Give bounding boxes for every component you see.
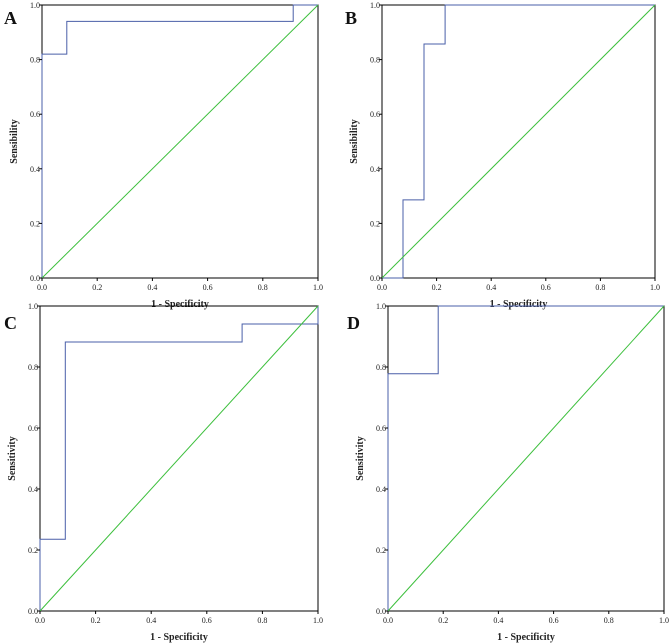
panel-label: D <box>347 313 360 333</box>
x-tick-label: 0.2 <box>92 283 102 292</box>
y-tick-label: 0.4 <box>28 485 38 494</box>
x-tick-label: 0.4 <box>486 283 496 292</box>
x-axis-label: 1 - Specificity <box>151 299 209 310</box>
y-tick-label: 0.2 <box>30 219 40 228</box>
y-tick-label: 0.8 <box>30 56 40 65</box>
panel-label: C <box>4 313 17 333</box>
x-tick-label: 1.0 <box>313 616 323 625</box>
x-tick-label: 0.2 <box>432 283 442 292</box>
y-axis-label: Sensibility <box>9 119 20 163</box>
x-tick-label: 1.0 <box>659 616 669 625</box>
x-tick-label: 0.8 <box>258 283 268 292</box>
roc-panel-c: 0.0 0.2 0.4 0.6 0.8 1.0 0.0 0.2 0.4 0.6 0.8 1.0 1 - … <box>4 302 323 643</box>
x-tick-label: 0.6 <box>202 616 212 625</box>
panel-label: B <box>345 8 357 28</box>
x-tick-label: 1.0 <box>650 283 660 292</box>
x-tick-label: 0.2 <box>438 616 448 625</box>
x-tick-label: 0.6 <box>203 283 213 292</box>
y-tick-label: 0.0 <box>30 274 40 283</box>
x-tick-label: 0.6 <box>549 616 559 625</box>
y-tick-label: 0.4 <box>376 485 386 494</box>
roc-panel-d: 0.0 0.2 0.4 0.6 0.8 1.0 0.0 0.2 0.4 0.6 0.8 1.0 1 - … <box>347 302 669 643</box>
x-tick-label: 0.0 <box>383 616 393 625</box>
y-tick-label: 0.4 <box>30 165 40 174</box>
roc-panel-b: 0.0 0.2 0.4 0.6 0.8 1.0 0.0 0.2 0.4 0.6 0.8 1.0 1 - … <box>345 1 660 310</box>
y-tick-label: 0.6 <box>30 110 40 119</box>
x-tick-label: 0.0 <box>35 616 45 625</box>
x-tick-label: 0.8 <box>604 616 614 625</box>
reference-diagonal-line <box>387 305 665 612</box>
roc-curve-line <box>387 305 664 611</box>
x-tick-label: 0.0 <box>37 283 47 292</box>
y-tick-label: 0.2 <box>28 546 38 555</box>
reference-diagonal-line <box>41 4 319 279</box>
x-tick-label: 0.4 <box>146 616 156 625</box>
x-axis-label: 1 - Specificity <box>490 299 548 310</box>
y-tick-label: 0.4 <box>370 165 380 174</box>
y-tick-label: 1.0 <box>30 1 40 10</box>
y-tick-label: 1.0 <box>28 302 38 311</box>
y-tick-label: 0.8 <box>376 363 386 372</box>
y-axis-label: Sensitivity <box>355 436 366 480</box>
roc-curve-line <box>382 4 655 279</box>
y-tick-label: 0.0 <box>370 274 380 283</box>
roc-curve-line <box>41 4 318 278</box>
y-tick-label: 0.6 <box>370 110 380 119</box>
y-tick-label: 0.0 <box>28 607 38 616</box>
x-axis-label: 1 - Specificity <box>150 632 208 643</box>
x-tick-label: 0.4 <box>147 283 157 292</box>
roc-curve-line <box>39 306 319 611</box>
x-tick-label: 1.0 <box>313 283 323 292</box>
x-tick-label: 0.6 <box>541 283 551 292</box>
x-tick-label: 0.4 <box>493 616 503 625</box>
x-tick-label: 0.0 <box>377 283 387 292</box>
roc-panel-a: 0.0 0.2 0.4 0.6 0.8 1.0 0.0 0.2 0.4 0.6 0.8 1.0 1 - … <box>4 1 323 310</box>
x-tick-label: 0.8 <box>595 283 605 292</box>
reference-diagonal-line <box>381 4 656 279</box>
y-tick-label: 1.0 <box>370 1 380 10</box>
y-tick-label: 0.8 <box>28 363 38 372</box>
x-tick-label: 0.8 <box>257 616 267 625</box>
x-axis-label: 1 - Specificity <box>497 632 555 643</box>
x-tick-label: 0.2 <box>91 616 101 625</box>
y-tick-label: 0.0 <box>376 607 386 616</box>
y-tick-label: 0.2 <box>370 219 380 228</box>
y-tick-label: 0.6 <box>376 424 386 433</box>
y-tick-label: 1.0 <box>376 302 386 311</box>
y-axis-label: Sensibility <box>349 119 360 163</box>
y-axis-label: Sensitivity <box>7 436 18 480</box>
panel-label: A <box>4 8 17 28</box>
y-tick-label: 0.6 <box>28 424 38 433</box>
plot-frame <box>39 305 319 612</box>
reference-diagonal-line <box>39 305 319 612</box>
y-tick-label: 0.2 <box>376 546 386 555</box>
y-tick-label: 0.8 <box>370 56 380 65</box>
